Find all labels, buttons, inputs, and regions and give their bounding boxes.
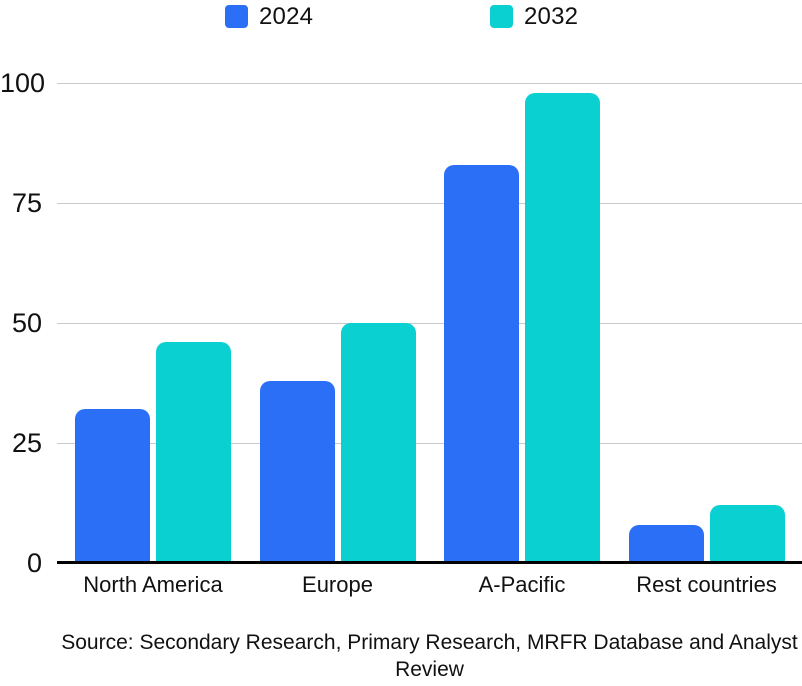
- x-axis-label-rest-countries: Rest countries: [636, 572, 777, 597]
- bar-2032-a-pacific: [525, 92, 600, 563]
- legend-swatch-2032-icon: [490, 5, 513, 28]
- y-axis-tick-75: 75: [11, 187, 42, 218]
- gridline-75: [57, 202, 802, 204]
- x-axis-label-north-america: North America: [83, 572, 223, 597]
- legend-label-2024: 2024: [259, 3, 314, 30]
- x-axis-label-a-pacific: A-Pacific: [478, 572, 566, 597]
- x-axis-label-europe: Europe: [302, 572, 373, 597]
- y-axis-tick-0: 0: [26, 547, 42, 578]
- legend-label-2032: 2032: [524, 3, 579, 30]
- gridline-25: [57, 442, 802, 444]
- y-axis-tick-25: 25: [11, 427, 42, 458]
- y-axis-tick-50: 50: [11, 307, 42, 338]
- source-note: Source: Secondary Research, Primary Rese…: [57, 629, 802, 683]
- legend-swatch-2024-icon: [225, 5, 248, 28]
- y-axis-tick-100: 100: [0, 67, 46, 98]
- legend-item-2024: 2024: [225, 3, 313, 30]
- x-axis-line: [57, 560, 802, 564]
- bar-2032-europe: [340, 323, 416, 563]
- source-note-line1: Source: Secondary Research, Primary Rese…: [61, 631, 798, 654]
- legend-item-2032: 2032: [490, 3, 578, 30]
- gridline-100: [57, 82, 802, 84]
- bar-2024-rest-countries: [628, 524, 704, 563]
- gridline-50: [57, 322, 802, 324]
- bar-2032-north-america: [156, 342, 231, 563]
- source-note-line2: Review: [395, 658, 464, 681]
- bar-2024-north-america: [75, 409, 150, 563]
- bar-2024-europe: [259, 380, 335, 563]
- bar-2024-a-pacific: [444, 164, 519, 563]
- bar-2032-rest-countries: [709, 505, 785, 563]
